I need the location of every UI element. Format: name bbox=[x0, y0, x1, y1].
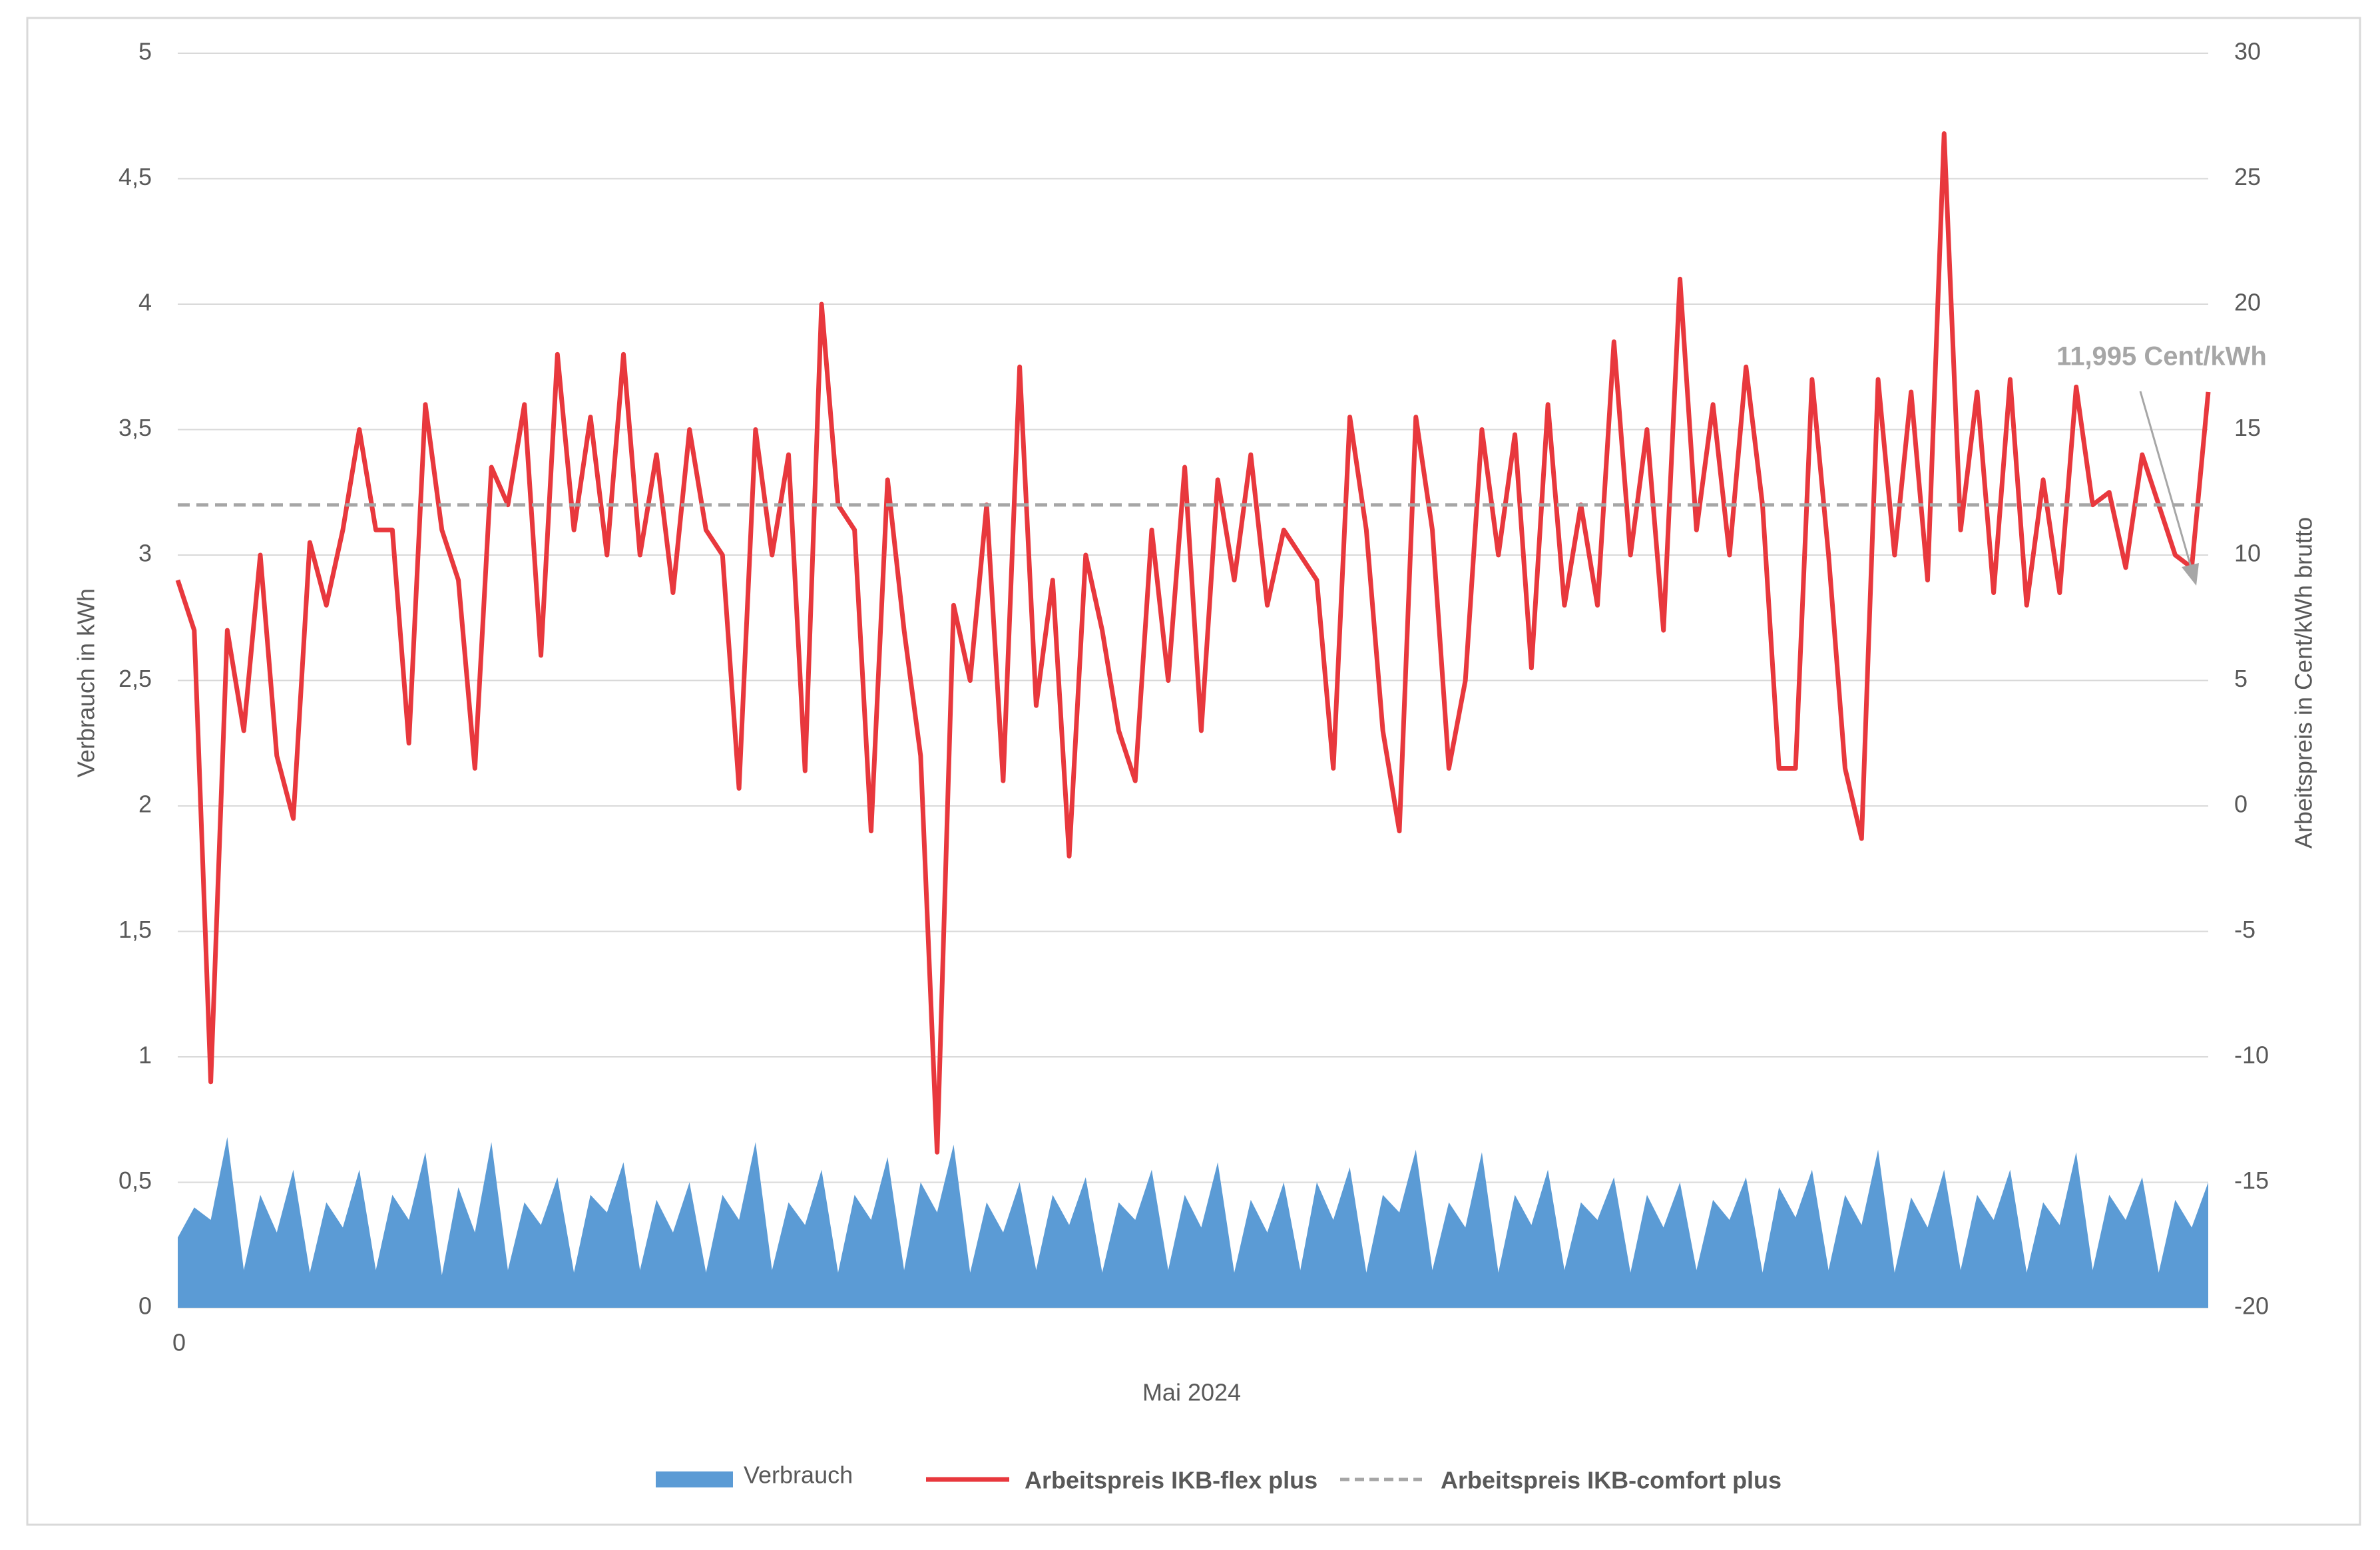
y2-tick-label: -20 bbox=[2234, 1292, 2269, 1320]
y-tick-label: 0,5 bbox=[119, 1167, 152, 1194]
y2-tick-label: -10 bbox=[2234, 1042, 2269, 1069]
x-tick-label: 0 bbox=[172, 1329, 186, 1356]
annotation-arrow bbox=[2139, 391, 2193, 570]
y2-tick-label: -5 bbox=[2234, 916, 2256, 943]
y2-tick-label: -15 bbox=[2234, 1167, 2269, 1194]
y2-tick-label: 25 bbox=[2234, 163, 2261, 190]
y2-tick-label: 10 bbox=[2234, 540, 2261, 567]
y-tick-label: 3,5 bbox=[119, 414, 152, 441]
y-tick-label: 5 bbox=[138, 38, 152, 65]
legend-swatch bbox=[656, 1471, 733, 1487]
y-tick-label: 1,5 bbox=[119, 916, 152, 943]
y2-tick-label: 5 bbox=[2234, 665, 2248, 692]
x-axis-title: Mai 2024 bbox=[1142, 1379, 1241, 1406]
y-tick-label: 3 bbox=[138, 540, 152, 567]
y-tick-label: 4,5 bbox=[119, 163, 152, 190]
y-tick-label: 2,5 bbox=[119, 665, 152, 692]
area bbox=[178, 1137, 2208, 1308]
y-axis-title: Verbrauch in kWh bbox=[73, 588, 100, 777]
annotation: 11,995 Cent/kWh bbox=[2056, 342, 2267, 371]
y2-tick-label: 20 bbox=[2234, 289, 2261, 316]
annotation-arrowhead bbox=[2182, 563, 2199, 586]
y2-tick-label: 0 bbox=[2234, 791, 2248, 818]
y-tick-label: 2 bbox=[138, 791, 152, 818]
legend-label: Arbeitspreis IKB-comfort plus bbox=[1441, 1467, 1782, 1494]
legend-label: Verbrauch bbox=[744, 1461, 853, 1489]
y2-axis-title: Arbeitspreis in Cent/kWh brutto bbox=[2290, 517, 2317, 849]
y-tick-label: 1 bbox=[138, 1042, 152, 1069]
y2-tick-label: 30 bbox=[2234, 38, 2261, 65]
y-tick-label: 4 bbox=[138, 289, 152, 316]
y2-tick-label: 15 bbox=[2234, 414, 2261, 441]
line bbox=[175, 131, 2211, 1155]
legend-label: Arbeitspreis IKB-flex plus bbox=[1025, 1467, 1317, 1494]
y-tick-label: 0 bbox=[138, 1292, 152, 1320]
